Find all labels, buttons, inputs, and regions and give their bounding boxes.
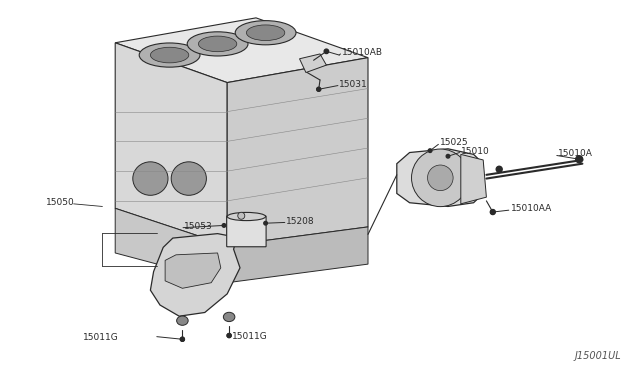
Circle shape [180, 337, 184, 341]
Circle shape [576, 156, 582, 163]
Polygon shape [165, 253, 221, 288]
Polygon shape [150, 234, 240, 316]
Polygon shape [115, 208, 227, 283]
Ellipse shape [177, 316, 188, 325]
Ellipse shape [150, 47, 189, 63]
Circle shape [428, 165, 453, 190]
Polygon shape [227, 58, 368, 246]
Circle shape [317, 87, 321, 91]
Circle shape [496, 166, 502, 172]
Circle shape [491, 210, 495, 214]
Circle shape [180, 337, 184, 341]
Polygon shape [397, 149, 483, 206]
Circle shape [577, 157, 581, 161]
Text: 15010: 15010 [461, 147, 490, 156]
Circle shape [264, 221, 268, 225]
Ellipse shape [223, 312, 235, 321]
Text: 15010AA: 15010AA [511, 204, 552, 213]
Ellipse shape [198, 36, 237, 52]
Polygon shape [300, 54, 326, 73]
Polygon shape [115, 43, 227, 246]
Text: J15001UL: J15001UL [574, 351, 621, 361]
Ellipse shape [235, 20, 296, 45]
Circle shape [238, 212, 244, 219]
Polygon shape [461, 154, 486, 204]
Circle shape [428, 149, 432, 153]
Circle shape [222, 224, 226, 227]
Circle shape [227, 334, 231, 337]
Text: 15050: 15050 [46, 198, 75, 207]
Ellipse shape [227, 212, 266, 221]
Polygon shape [227, 227, 368, 283]
Ellipse shape [172, 162, 206, 195]
Ellipse shape [188, 32, 248, 56]
Ellipse shape [133, 162, 168, 195]
Circle shape [324, 49, 328, 53]
Text: 15010A: 15010A [558, 149, 593, 158]
Text: 15011G: 15011G [83, 333, 119, 342]
Text: 15011G: 15011G [232, 332, 268, 341]
Text: 15025: 15025 [440, 138, 469, 147]
Polygon shape [115, 18, 368, 83]
Text: 15010AB: 15010AB [342, 48, 383, 57]
FancyBboxPatch shape [227, 216, 266, 247]
Circle shape [490, 209, 495, 215]
Ellipse shape [140, 43, 200, 67]
Circle shape [317, 87, 321, 91]
Circle shape [324, 49, 328, 54]
Circle shape [227, 334, 231, 337]
Circle shape [446, 154, 450, 158]
Circle shape [412, 149, 469, 206]
Text: 15053: 15053 [184, 222, 213, 231]
Text: 15031: 15031 [339, 80, 368, 89]
Ellipse shape [246, 25, 285, 41]
Text: 15208: 15208 [286, 217, 315, 226]
